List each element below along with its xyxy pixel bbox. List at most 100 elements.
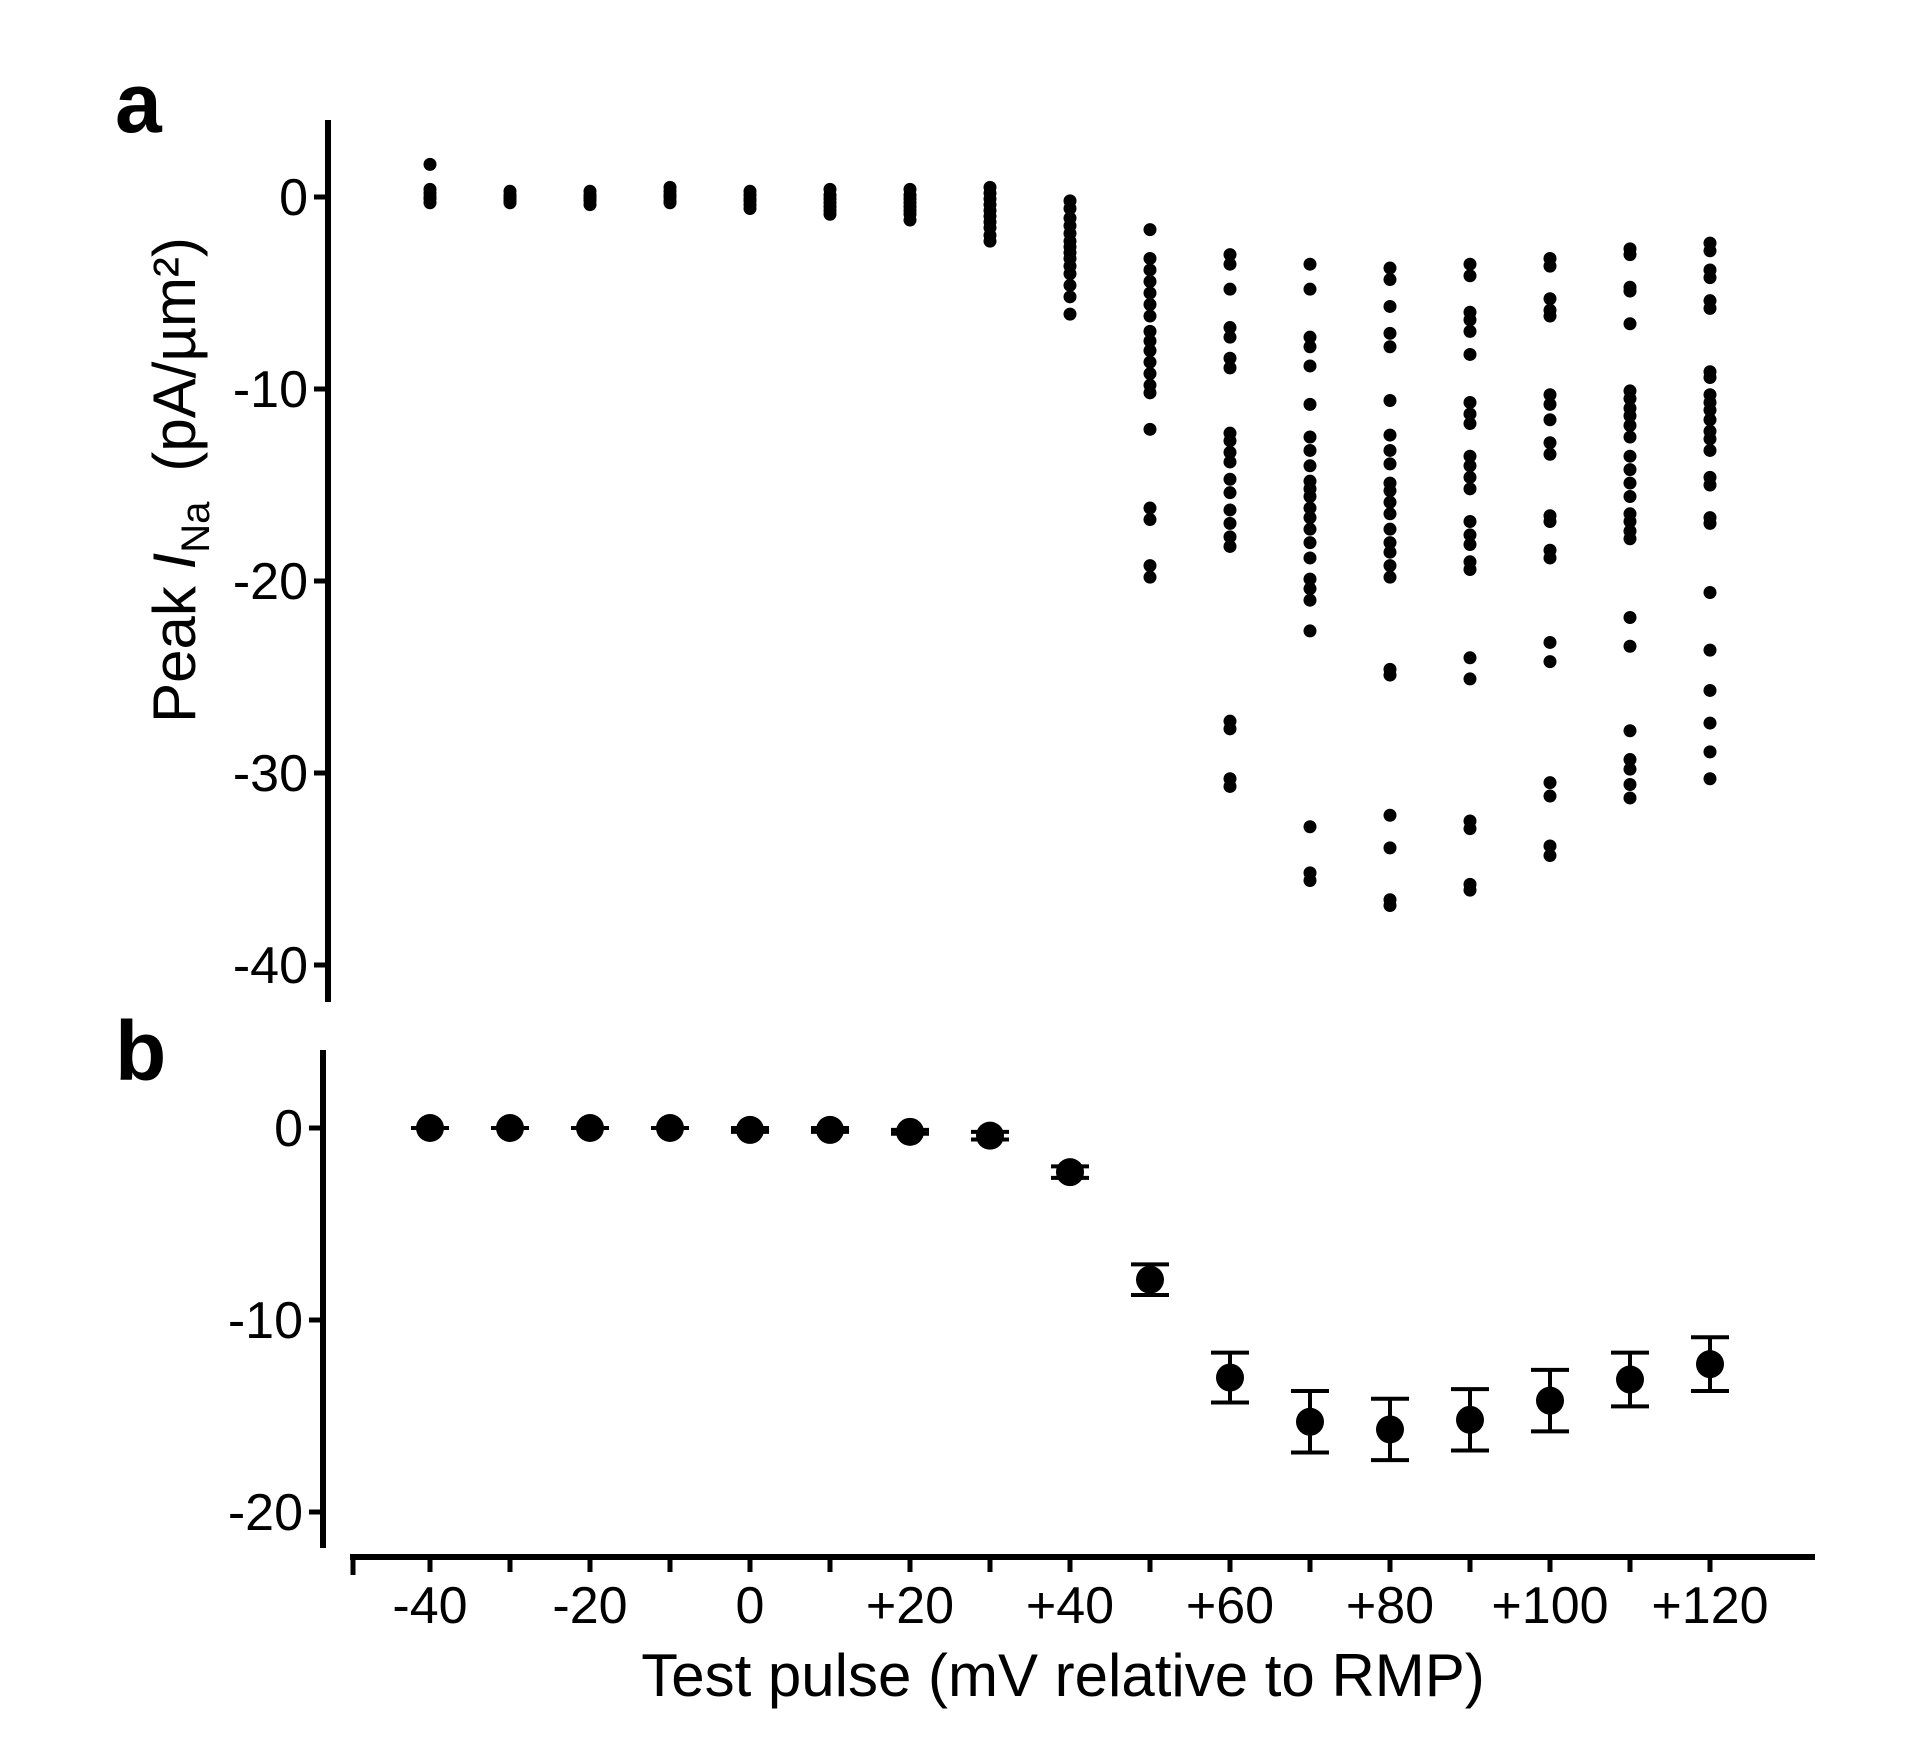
data-point [1463,562,1477,576]
data-point [1223,445,1237,459]
axis-ticks [309,194,1713,1575]
data-point [1463,538,1477,552]
data-point [1623,392,1637,406]
data-point [1063,267,1077,281]
data-point [1703,716,1717,730]
data-point [1463,395,1477,409]
data-point [1543,292,1557,306]
data-point [1543,789,1557,803]
mean-point [1456,1405,1484,1434]
y-axis-title-prefix: Peak [141,569,208,722]
data-point [1463,470,1477,484]
data-point [1383,495,1397,509]
data-point [1543,447,1557,461]
data-point [1383,326,1397,340]
data-point [1463,269,1477,283]
mean-point [416,1114,444,1142]
mean-point [1216,1363,1244,1392]
data-point [1383,808,1397,822]
mean-point [1136,1265,1164,1294]
tick-labels: 0 -10 -20 -30 -40 0 -10 -20 -40 -20 0 +20 +40 +60 +80 +… [228,169,1769,1635]
data-point [423,196,437,210]
data-point [1143,286,1157,300]
panel-a-label: a [115,56,163,150]
data-point [1543,388,1557,402]
y-axis-title-units: (pA/µm²) [141,237,208,472]
data-point [1543,514,1557,528]
data-point [1703,683,1717,697]
data-point [1223,455,1237,469]
data-point [1303,820,1317,834]
data-point [1463,651,1477,665]
data-point [823,207,837,221]
data-point [1303,624,1317,638]
data-point [1303,874,1317,888]
data-point [1623,248,1637,262]
data-point [1463,822,1477,836]
data-point [1303,340,1317,354]
x-tick-label: +20 [866,1577,954,1635]
data-point [1623,610,1637,624]
x-tick-label: +60 [1186,1577,1274,1635]
mean-point [816,1115,844,1144]
data-point [1143,570,1157,584]
data-point [1143,501,1157,515]
data-point [1063,202,1077,216]
data-point [1143,422,1157,436]
data-point [1303,490,1317,504]
data-point [1543,309,1557,323]
data-point [1223,539,1237,553]
data-point [1703,370,1717,384]
data-point [1143,355,1157,369]
data-point [1223,516,1237,530]
data-point [1303,593,1317,607]
data-point [1623,409,1637,423]
x-axis-title: Test pulse (mV relative to RMP) [641,1642,1485,1709]
data-point [1703,271,1717,285]
panel-a-marks [423,157,1717,912]
panel-a-y-tick-label: -30 [233,745,308,803]
data-point [1143,344,1157,358]
data-point [1063,307,1077,321]
data-point [503,196,517,210]
panel-b-y-tick-label: -10 [228,1292,303,1350]
data-point [1463,313,1477,327]
axes [320,120,1815,1560]
data-point [1703,643,1717,657]
mean-point [1296,1407,1324,1436]
data-point [1383,559,1397,573]
data-point [1623,418,1637,432]
data-point [1223,248,1237,262]
data-point [1143,559,1157,573]
data-point [1143,513,1157,527]
data-point [903,213,917,227]
mean-point [1056,1158,1084,1187]
mean-point [976,1121,1004,1150]
x-tick-label: -20 [552,1577,627,1635]
data-point [1303,330,1317,344]
data-point [1303,282,1317,296]
data-point [1703,745,1717,759]
data-point [1623,639,1637,653]
data-point [1463,514,1477,528]
data-point [1383,457,1397,471]
data-point [1703,772,1717,786]
data-point [1703,432,1717,446]
data-point [1543,413,1557,427]
data-point [1463,407,1477,421]
data-point [1703,403,1717,417]
data-point [1143,367,1157,381]
data-point [1303,397,1317,411]
data-point [1463,459,1477,473]
mean-point [1696,1350,1724,1379]
mean-point [656,1114,684,1142]
data-point [1543,436,1557,450]
data-point [1623,449,1637,463]
data-point [1623,532,1637,546]
mean-point [1616,1365,1644,1394]
data-point [1623,490,1637,504]
x-tick-label: +80 [1346,1577,1434,1635]
mean-point [576,1114,604,1142]
data-point [1303,459,1317,473]
data-point [1223,779,1237,793]
